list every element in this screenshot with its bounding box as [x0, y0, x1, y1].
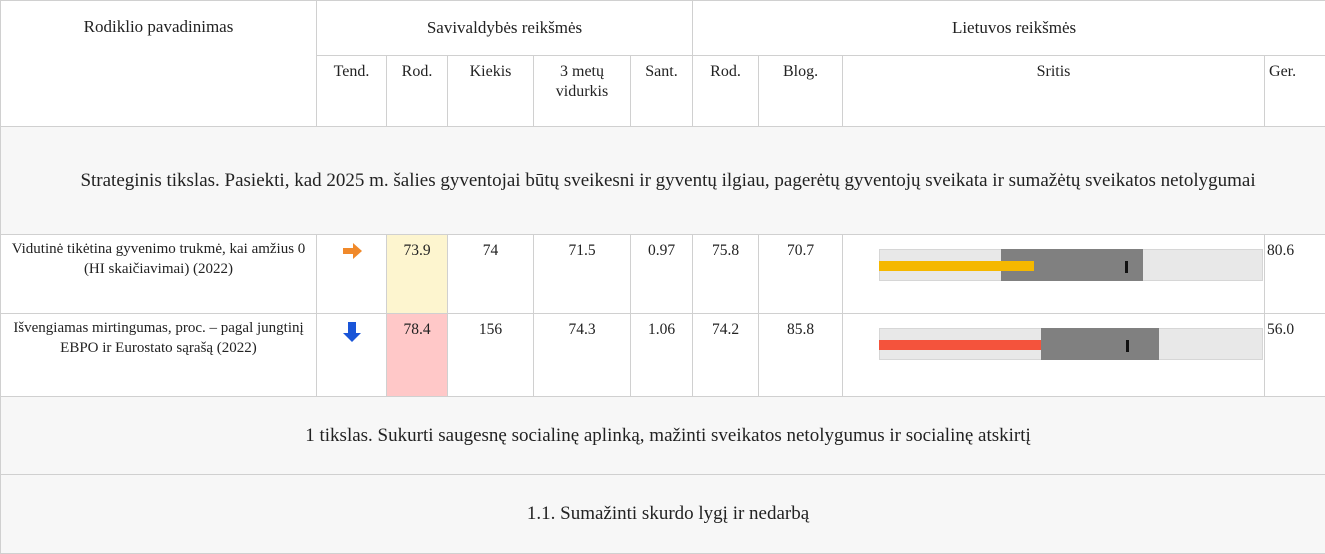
trend-arrow	[340, 241, 364, 261]
range-cell	[843, 235, 1265, 314]
column-header: Kiekis	[448, 56, 534, 127]
goal-row: Strateginis tikslas. Pasiekti, kad 2025 …	[1, 127, 1325, 235]
value-cell: 0.97	[631, 235, 693, 314]
range-cell	[843, 314, 1265, 397]
value-cell: 1.06	[631, 314, 693, 397]
goal-row: 1.1. Sumažinti skurdo lygį ir nedarbą	[1, 475, 1325, 554]
header-cell: Rodiklio pavadinimas	[1, 1, 317, 127]
value-cell: 74	[448, 235, 534, 314]
range-bar	[843, 241, 1264, 281]
value-cell: 80.6	[1265, 235, 1325, 314]
column-header: Rod.	[387, 56, 448, 127]
value-cell: 73.9	[387, 235, 448, 314]
value-cell: 70.7	[759, 235, 843, 314]
trend-arrow	[340, 320, 364, 344]
value-cell: 74.2	[693, 314, 759, 397]
value-cell: 156	[448, 314, 534, 397]
indicator-name: Išvengiamas mirtingumas, proc. – pagal j…	[1, 314, 317, 397]
value-cell: 74.3	[534, 314, 631, 397]
column-header: 3 metų vidurkis	[534, 56, 631, 127]
indicator-name: Vidutinė tikėtina gyvenimo trukmė, kai a…	[1, 235, 317, 314]
goal-row: 1 tikslas. Sukurti saugesnę socialinę ap…	[1, 397, 1325, 475]
column-header: Tend.	[317, 56, 387, 127]
range-bar	[843, 320, 1264, 360]
value-cell: 85.8	[759, 314, 843, 397]
header-cell: Savivaldybės reikšmės	[317, 1, 693, 56]
column-header: Ger.	[1265, 56, 1325, 127]
value-cell: 75.8	[693, 235, 759, 314]
header-cell: Lietuvos reikšmės	[693, 1, 1325, 56]
value-cell: 78.4	[387, 314, 448, 397]
trend-cell	[317, 235, 387, 314]
column-header: Blog.	[759, 56, 843, 127]
trend-cell	[317, 314, 387, 397]
column-header: Sritis	[843, 56, 1265, 127]
column-header: Rod.	[693, 56, 759, 127]
column-header: Sant.	[631, 56, 693, 127]
value-cell: 56.0	[1265, 314, 1325, 397]
value-cell: 71.5	[534, 235, 631, 314]
